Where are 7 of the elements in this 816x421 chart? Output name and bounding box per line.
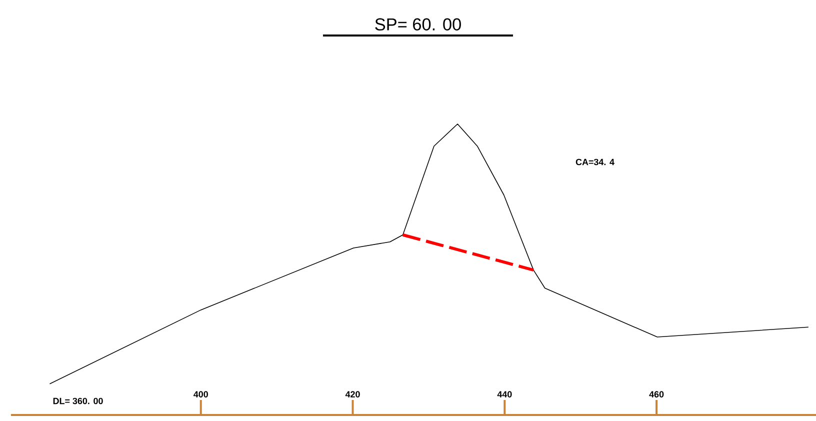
x-tick-label: 420 xyxy=(345,391,360,398)
x-tick-label: 440 xyxy=(497,391,512,398)
annotation: DL= 360. 00 xyxy=(53,398,103,404)
x-tick-label: 400 xyxy=(194,391,208,398)
x-tick-label: 460 xyxy=(649,391,664,398)
annotation: CA=34. 4 xyxy=(576,158,614,166)
chart-title: SP= 60. 00 xyxy=(375,18,461,30)
